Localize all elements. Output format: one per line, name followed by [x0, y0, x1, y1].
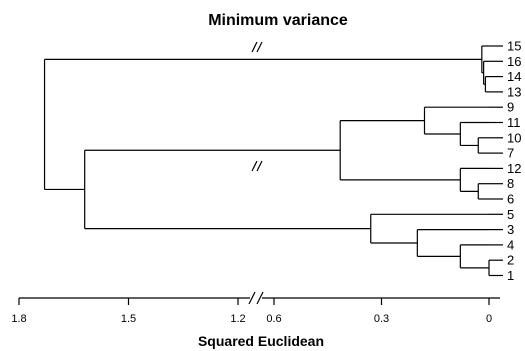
chart-title: Minimum variance	[208, 12, 348, 29]
x-axis-label: Squared Euclidean	[198, 333, 324, 349]
leaf-label-2: 2	[507, 253, 514, 268]
x-tick-label-1: 1.5	[121, 313, 136, 325]
leaf-label-10: 10	[507, 130, 521, 145]
axis-break-a	[248, 291, 256, 305]
leaf-label-13: 13	[507, 84, 521, 99]
x-tick-label-4: 0.3	[374, 313, 389, 325]
leaf-label-4: 4	[507, 237, 514, 252]
leaf-label-6: 6	[507, 192, 514, 207]
leaf-label-11: 11	[507, 115, 521, 130]
leaf-label-12: 12	[507, 161, 521, 176]
dendrogram-tree	[43, 41, 503, 277]
x-tick-label-3: 0.6	[266, 313, 281, 325]
x-tick-label-0: 1.8	[11, 313, 26, 325]
leaf-label-1: 1	[507, 268, 514, 283]
break-mark-0b	[256, 41, 263, 53]
axis-break-b	[256, 291, 264, 305]
leaf-label-8: 8	[507, 176, 514, 191]
leaf-label-5: 5	[507, 207, 514, 222]
leaf-label-14: 14	[507, 69, 521, 84]
x-tick-label-2: 1.2	[230, 313, 245, 325]
leaf-label-9: 9	[507, 100, 514, 115]
break-mark-1a	[251, 160, 258, 172]
leaf-label-15: 15	[507, 39, 521, 54]
x-tick-label-5: 0	[486, 313, 492, 325]
break-mark-1b	[256, 160, 263, 172]
break-mark-0a	[251, 41, 258, 53]
leaf-label-3: 3	[507, 222, 514, 237]
x-axis: 1.8 1.5 1.2 0.6 0.3 0	[11, 291, 500, 325]
leaf-label-7: 7	[507, 146, 514, 161]
leaf-label-16: 16	[507, 54, 521, 69]
